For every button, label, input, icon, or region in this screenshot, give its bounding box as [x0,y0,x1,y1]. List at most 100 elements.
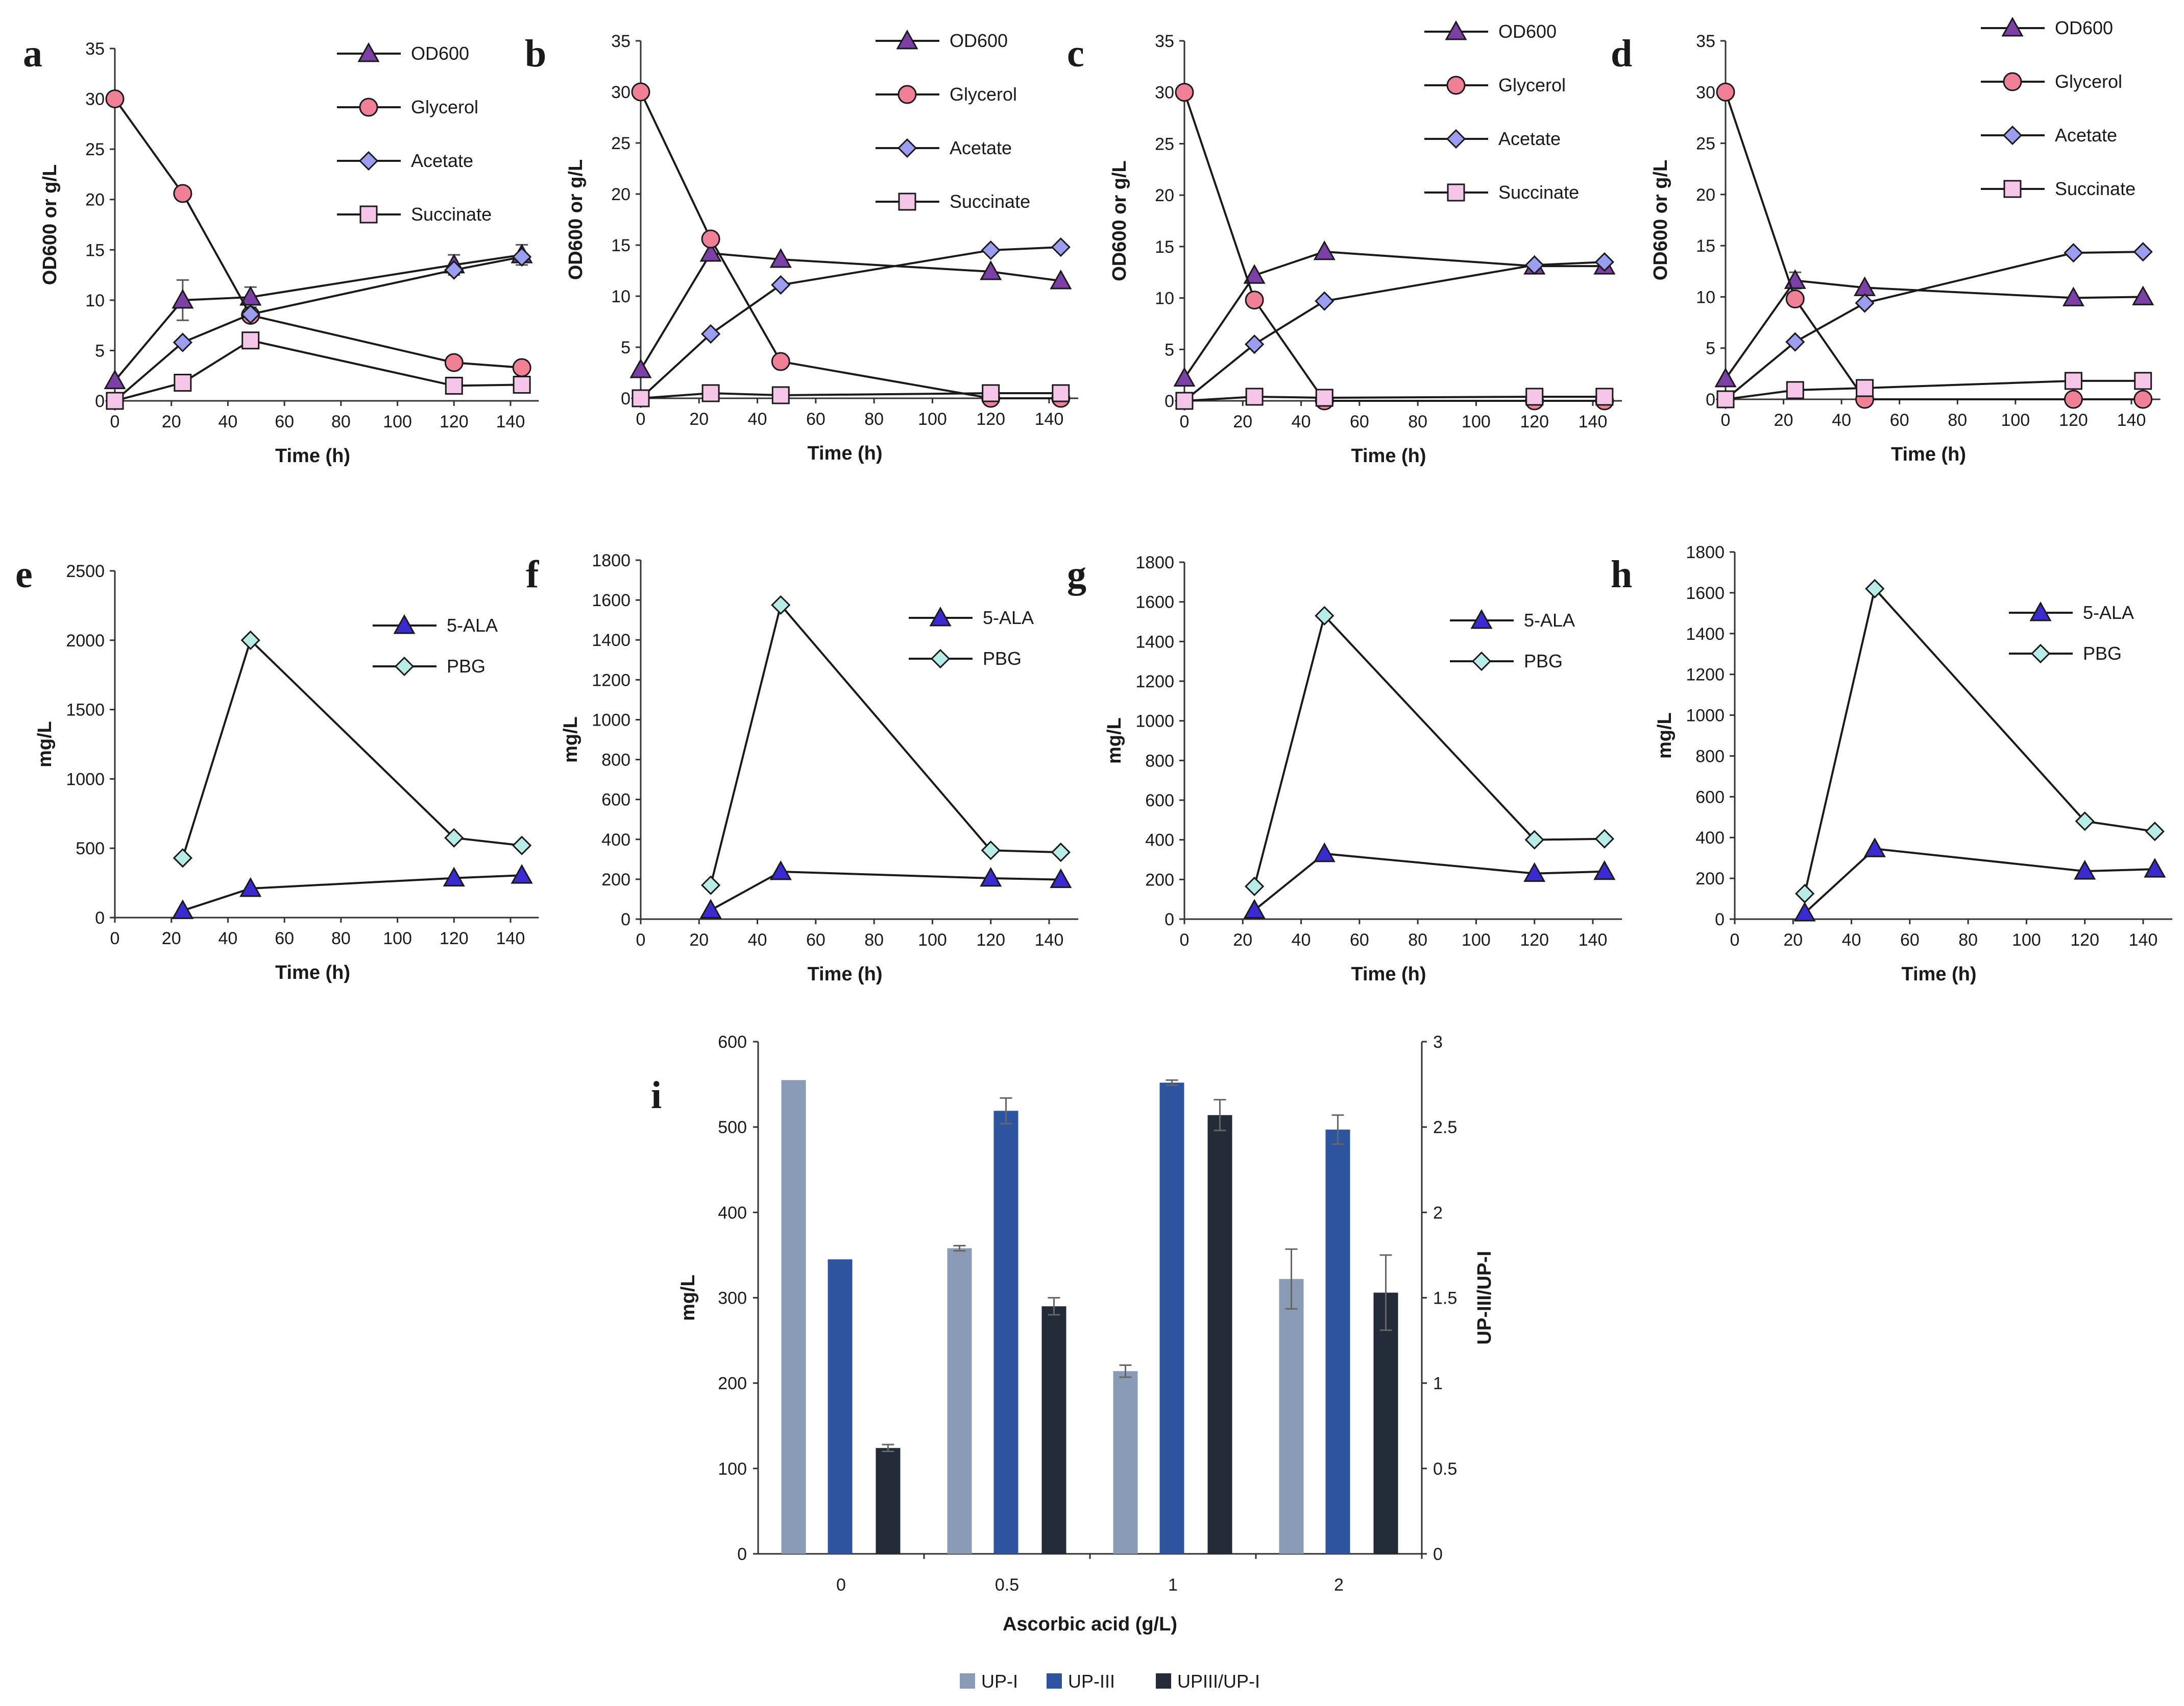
series-line [181,638,522,858]
legend-label: Glycerol [1498,75,1566,95]
x-tick-label: 100 [1462,412,1491,431]
series-acetate [1715,242,2153,410]
y-tick-label: 10 [1696,287,1715,307]
y-tick-label: 30 [1155,83,1174,103]
x-axis-label: Time (h) [1351,445,1426,467]
y-axis-label: mg/L [677,1275,699,1321]
legend-label: 5-ALA [983,607,1034,628]
data-point [980,260,1002,280]
x-tick-label: 0 [1721,411,1731,430]
legend-label: UP-I [981,1671,1018,1692]
panel-h: 0 20 40 60 80 100 120 1400200400600800100012001… [1611,543,2173,985]
data-point [513,375,531,394]
bar-upiii-up-i [876,1448,901,1554]
data-point [1793,901,1816,922]
legend-label: 5-ALA [447,615,498,636]
panel-a: 0 20 40 60 80 100 120 140 0 5 10 15 20 25 30 35 Time (h)… [23,32,539,467]
data-point [1173,367,1196,387]
y-tick-label: 0 [1164,392,1174,411]
x-tick-label: 40 [1842,930,1861,950]
panel-letter: e [15,553,33,596]
y-tick-label: 35 [1155,32,1174,51]
y-tick-label: 1000 [1686,706,1725,726]
series-line [710,871,1061,911]
data-point [105,89,125,109]
y2-tick-label: 1.5 [1433,1289,1457,1308]
data-point [980,867,1002,887]
legend-label: Glycerol [950,84,1017,105]
x-tick-label: 120 [976,410,1005,429]
y-tick-label: 15 [1696,236,1715,256]
legend-marker [898,193,916,211]
y-axis-label: OD600 or g/L [1109,160,1130,281]
y-axis-label: mg/L [1654,712,1676,759]
y-tick-label: 1000 [592,710,630,730]
data-point [1716,390,1735,409]
panel-f: 0 20 40 60 80 100 120 1400200400600800100012001… [526,551,1079,985]
x-tick-label: 0 [836,1575,846,1595]
x-tick-label: 0 [110,929,120,948]
x-tick-label: 80 [1948,411,1967,430]
legend-marker [897,85,917,104]
legend-label: Glycerol [2055,71,2122,92]
data-point [512,835,532,855]
data-point [1243,899,1266,919]
x-tick-label: 40 [219,412,238,431]
data-point [1523,862,1546,882]
x-tick-label: 80 [1958,930,1978,950]
data-point [982,384,1000,402]
data-point [1315,606,1334,626]
series-line [1253,613,1605,887]
series-glycerol [631,82,1071,408]
y-tick-label: 1000 [66,770,105,789]
legend: OD600 Glycerol Acetate Succinate [1424,20,1579,203]
y-tick-label: 35 [611,32,630,51]
y-tick-label: 0 [95,392,105,411]
y2-axis-label: UP-III/UP-I [1474,1251,1495,1345]
data-point [1524,255,1544,275]
y-tick-label: 200 [601,870,630,890]
legend-marker [1446,76,1466,95]
data-point [173,184,192,203]
x-tick-label: 60 [275,412,294,431]
y-tick-label: 25 [1155,134,1174,154]
data-point [1716,82,1735,102]
x-tick-label: 80 [331,412,351,431]
panel-letter: d [1611,32,1632,75]
data-point [1315,389,1333,407]
bar-up-iii [828,1259,853,1554]
y-tick-label: 10 [1155,289,1174,308]
panel-letter: g [1067,553,1086,596]
legend-label: Acetate [950,137,1012,158]
legend-marker [357,42,380,62]
y2-tick-label: 0 [1433,1545,1443,1564]
x-tick-label: 20 [1233,930,1252,950]
legend-marker [2002,125,2023,146]
y-tick-label: 0 [1164,910,1174,929]
data-point [2145,822,2165,842]
y-tick-label: 600 [718,1032,747,1052]
legend: 5-ALA PBG [373,614,498,677]
panel-e: 0 20 40 60 80 100 120 140 0 500 1000 1500 2000 2500 Ti… [15,553,539,983]
data-point [2134,372,2152,390]
data-point [629,358,652,378]
x-axis-label: Time (h) [275,445,350,467]
data-point [769,248,792,268]
x-axis-label: Time (h) [1351,964,1426,985]
series-5-ala [172,864,533,919]
x-tick-label: 140 [2117,411,2146,430]
panel-d: 0 20 40 60 80 100 120 140 0 5 10 15 20 25 30 35 Time (h)… [1611,16,2161,465]
y-tick-label: 600 [601,790,630,810]
data-point [173,332,192,352]
data-point [699,899,722,919]
y-tick-label: 0 [95,908,105,928]
legend-swatch [1047,1673,1062,1689]
x-tick-label: 2 [1334,1575,1344,1595]
x-tick-label: 40 [748,930,767,950]
data-point [769,860,792,880]
x-tick-label: 140 [1035,930,1064,950]
legend-marker [2001,16,2024,37]
legend-marker [358,151,379,171]
x-tick-label: 60 [1890,411,1909,430]
y-tick-label: 200 [1695,869,1725,888]
